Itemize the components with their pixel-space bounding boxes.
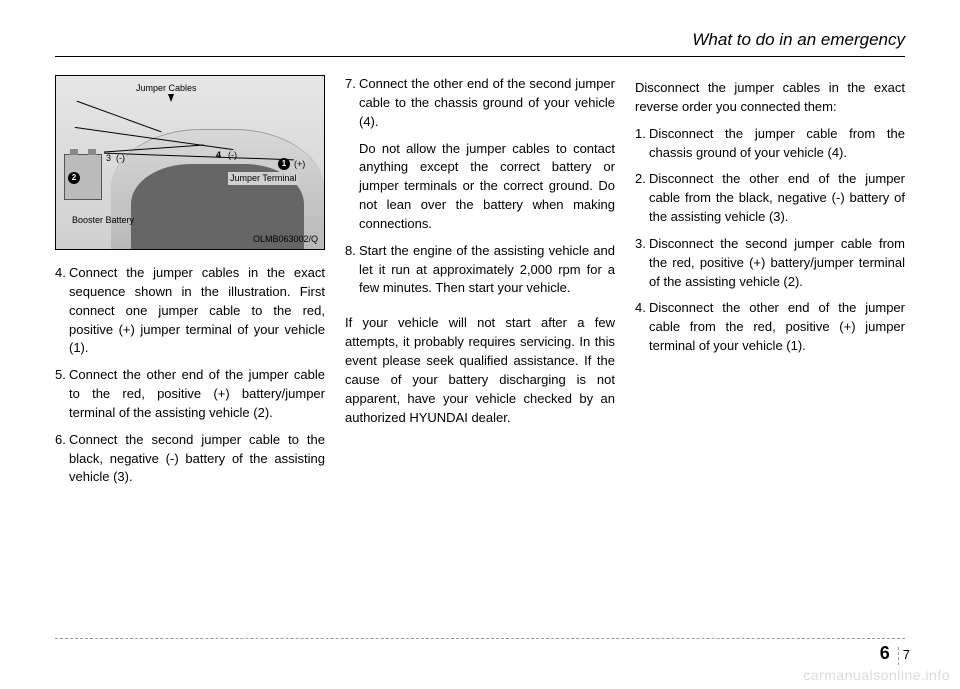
page-number-value: 7 (903, 647, 910, 662)
item-number: 5. (55, 366, 66, 385)
point-1: 1 (278, 158, 290, 170)
item-text: Connect the jumper cables in the exact s… (55, 264, 325, 358)
arrow-down-icon (168, 94, 174, 102)
label-4-minus: (-) (228, 149, 237, 162)
header-title: What to do in an emergency (692, 30, 905, 49)
item-text: Connect the other end of the second jump… (345, 75, 615, 132)
item-number: 6. (55, 431, 66, 450)
item-number: 7. (345, 75, 356, 94)
list-item: 2. Disconnect the other end of the jumpe… (635, 170, 905, 227)
label-1-plus: (+) (294, 158, 305, 171)
page-header: What to do in an emergency (55, 30, 905, 57)
item-number: 8. (345, 242, 356, 261)
col3-list: 1. Disconnect the jumper cable from the … (635, 125, 905, 356)
list-item: 3. Disconnect the second jumper cable fr… (635, 235, 905, 292)
footer-divider (55, 638, 905, 639)
list-item: 8. Start the engine of the assisting veh… (345, 242, 615, 299)
item-number: 3. (635, 235, 646, 254)
column-3: Disconnect the jumper cables in the exac… (635, 75, 905, 495)
item-number: 2. (635, 170, 646, 189)
list-item: 1. Disconnect the jumper cable from the … (635, 125, 905, 163)
item-text: Disconnect the jumper cable from the cha… (635, 125, 905, 163)
content-columns: Jumper Cables Jumper Terminal Booster Ba… (55, 75, 905, 495)
jumper-terminal-label: Jumper Terminal (228, 172, 298, 185)
list-item: 5. Connect the other end of the jumper c… (55, 366, 325, 423)
wire-1 (77, 101, 162, 133)
page-sep (898, 647, 899, 665)
column-1: Jumper Cables Jumper Terminal Booster Ba… (55, 75, 325, 495)
manual-page: What to do in an emergency Jumper Cables… (0, 0, 960, 689)
booster-battery-label: Booster Battery (72, 214, 134, 227)
illustration-code: OLMB063002/Q (253, 233, 318, 246)
list-item: Do not allow the jumper cables to contac… (345, 140, 615, 234)
jumper-illustration: Jumper Cables Jumper Terminal Booster Ba… (55, 75, 325, 250)
item-number: 1. (635, 125, 646, 144)
column-2: 7. Connect the other end of the second j… (345, 75, 615, 495)
label-4: 4 (216, 149, 221, 162)
item-number: 4. (635, 299, 646, 318)
chapter-number: 6 (880, 643, 890, 663)
col1-list: 4. Connect the jumper cables in the exac… (55, 264, 325, 487)
item-text: Disconnect the second jumper cable from … (635, 235, 905, 292)
list-item: 7. Connect the other end of the second j… (345, 75, 615, 132)
item-text: Do not allow the jumper cables to contac… (345, 140, 615, 234)
list-item: 6. Connect the second jumper cable to th… (55, 431, 325, 488)
watermark: carmanualsonline.info (803, 667, 950, 683)
page-number: 67 (880, 643, 910, 665)
jumper-cables-label: Jumper Cables (136, 82, 197, 95)
label-3: 3 (106, 152, 111, 165)
item-text: Disconnect the other end of the jumper c… (635, 170, 905, 227)
col2-paragraph: If your vehicle will not start after a f… (345, 314, 615, 427)
label-3-minus: (-) (116, 152, 125, 165)
col3-lead: Disconnect the jumper cables in the exac… (635, 79, 905, 117)
item-text: Disconnect the other end of the jumper c… (635, 299, 905, 356)
item-text: Connect the other end of the jumper cabl… (55, 366, 325, 423)
item-text: Start the engine of the assisting vehicl… (345, 242, 615, 299)
col2-list: 7. Connect the other end of the second j… (345, 75, 615, 298)
list-item: 4. Disconnect the other end of the jumpe… (635, 299, 905, 356)
item-text: Connect the second jumper cable to the b… (55, 431, 325, 488)
point-2: 2 (68, 172, 80, 184)
list-item: 4. Connect the jumper cables in the exac… (55, 264, 325, 358)
item-number: 4. (55, 264, 66, 283)
